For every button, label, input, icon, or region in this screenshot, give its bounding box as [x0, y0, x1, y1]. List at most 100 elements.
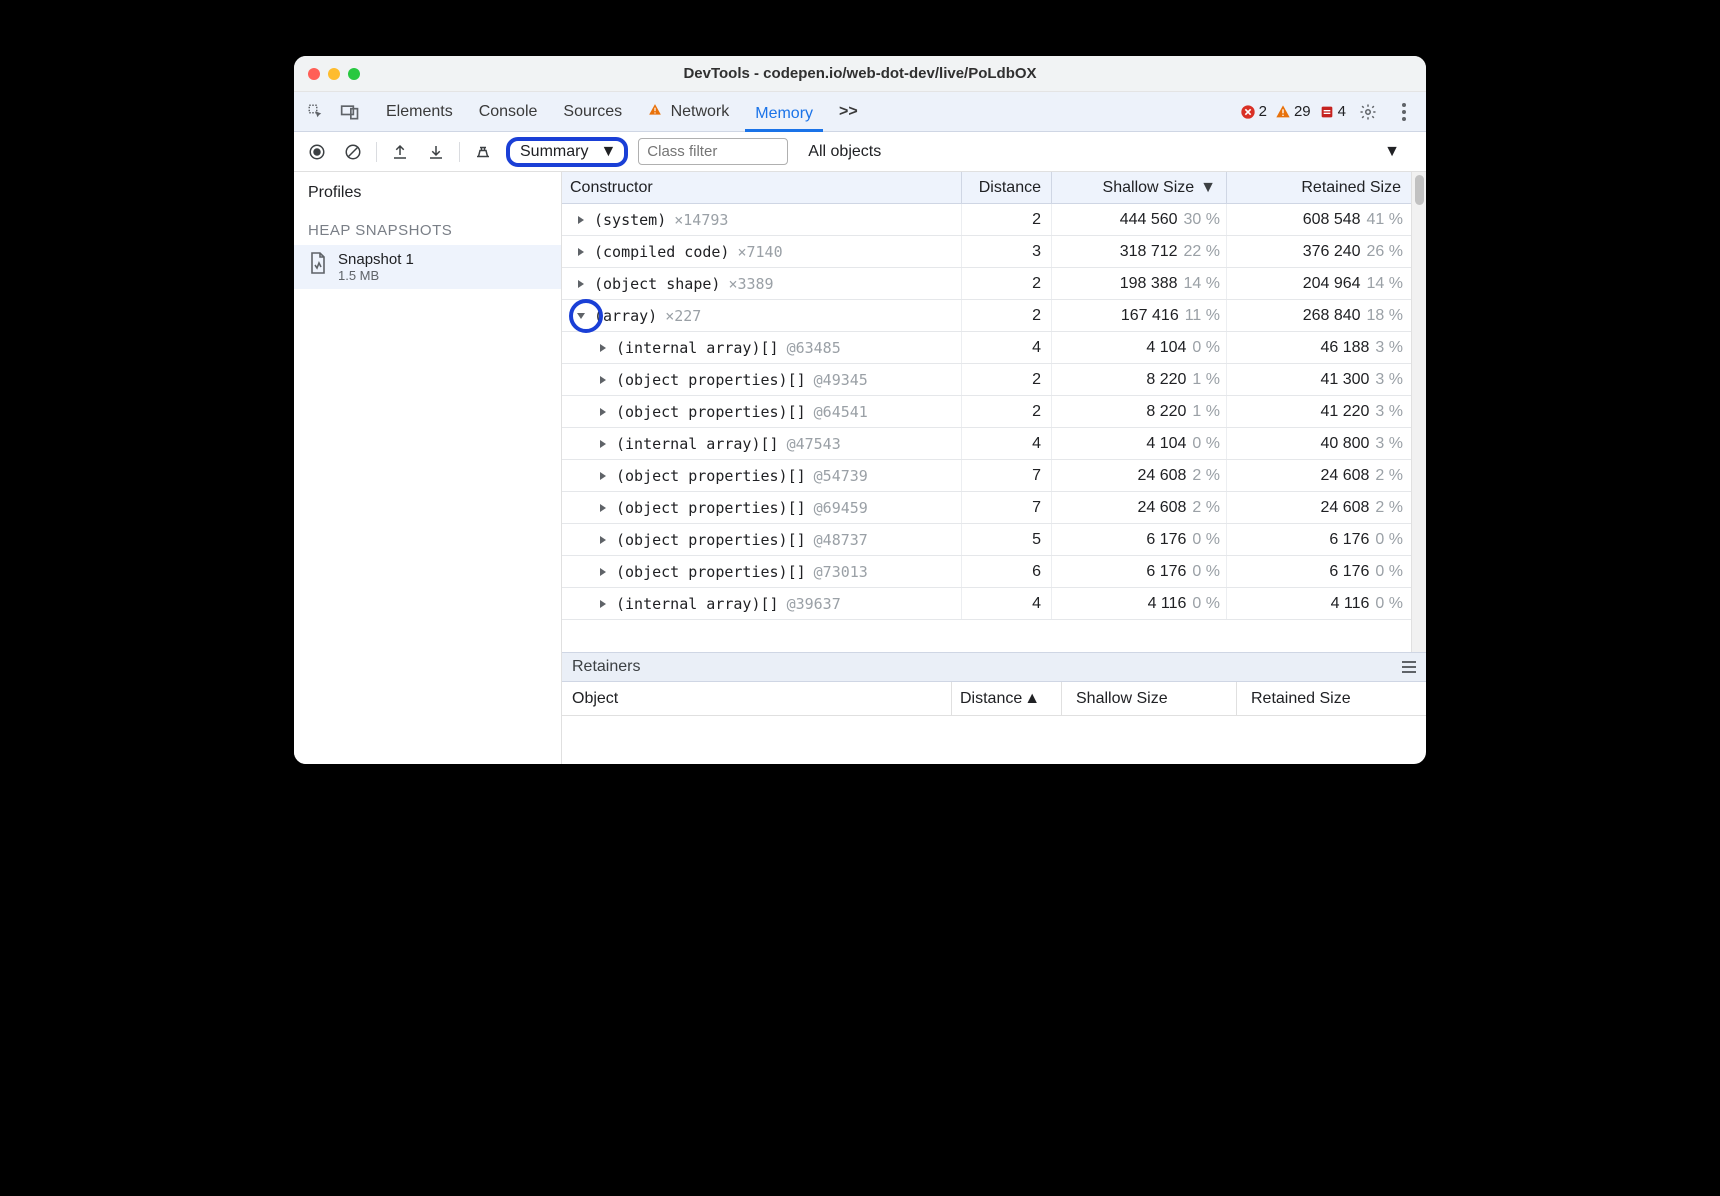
content-area: Profiles HEAP SNAPSHOTS Snapshot 1 1.5 M…	[294, 172, 1426, 764]
col-constructor[interactable]: Constructor	[562, 179, 961, 197]
table-row[interactable]: (internal array)[]@3963744 1160 %4 1160 …	[562, 588, 1411, 620]
disclosure-icon[interactable]	[596, 437, 610, 451]
row-shallow-size: 24 608	[1137, 499, 1186, 517]
clear-button[interactable]	[340, 139, 366, 165]
export-icon[interactable]	[387, 139, 413, 165]
collect-garbage-icon[interactable]	[470, 139, 496, 165]
row-distance: 7	[961, 492, 1051, 523]
row-object-id: @49345	[814, 371, 868, 389]
disclosure-icon[interactable]	[596, 597, 610, 611]
row-shallow-pct: 11 %	[1185, 307, 1220, 325]
disclosure-icon[interactable]	[596, 341, 610, 355]
row-retained-pct: 2 %	[1375, 467, 1403, 485]
table-row[interactable]: (array)×2272167 41611 %268 84018 %	[562, 300, 1411, 332]
issues-indicator[interactable]: 4	[1319, 103, 1346, 120]
tab-network[interactable]: Network	[638, 99, 739, 125]
tab-console[interactable]: Console	[469, 99, 548, 125]
row-retained-pct: 41 %	[1367, 211, 1403, 229]
ret-col-object[interactable]: Object	[562, 690, 951, 708]
disclosure-icon[interactable]	[574, 213, 588, 227]
grid-body[interactable]: (system)×147932444 56030 %608 54841 %(co…	[562, 204, 1411, 652]
disclosure-icon[interactable]	[596, 469, 610, 483]
more-icon[interactable]	[1390, 98, 1418, 126]
row-distance: 4	[961, 428, 1051, 459]
row-retained-pct: 0 %	[1375, 595, 1403, 613]
table-row[interactable]: (object properties)[]@69459724 6082 %24 …	[562, 492, 1411, 524]
retainers-menu-icon[interactable]	[1402, 661, 1416, 673]
col-shallow-size[interactable]: Shallow Size▼	[1051, 172, 1226, 203]
col-distance[interactable]: Distance	[961, 172, 1051, 203]
tab-network-label: Network	[671, 103, 730, 120]
tabs-overflow-button[interactable]: >>	[829, 99, 868, 125]
row-count: ×14793	[674, 211, 728, 229]
row-constructor: (system)	[594, 211, 666, 229]
snapshot-item[interactable]: Snapshot 1 1.5 MB	[294, 245, 561, 289]
table-row[interactable]: (object properties)[]@4934528 2201 %41 3…	[562, 364, 1411, 396]
maximize-window-button[interactable]	[348, 68, 360, 80]
settings-icon[interactable]	[1354, 98, 1382, 126]
table-row[interactable]: (object properties)[]@6454128 2201 %41 2…	[562, 396, 1411, 428]
disclosure-icon[interactable]	[596, 405, 610, 419]
scrollbar[interactable]	[1411, 172, 1426, 652]
row-shallow-pct: 0 %	[1192, 563, 1220, 581]
scroll-thumb[interactable]	[1415, 175, 1424, 205]
disclosure-icon[interactable]	[574, 245, 588, 259]
tab-memory[interactable]: Memory	[745, 101, 823, 132]
row-distance: 5	[961, 524, 1051, 555]
row-shallow-pct: 0 %	[1192, 531, 1220, 549]
row-object-id: @39637	[787, 595, 841, 613]
table-row[interactable]: (object properties)[]@7301366 1760 %6 17…	[562, 556, 1411, 588]
row-shallow-size: 318 712	[1120, 243, 1178, 261]
class-filter-input[interactable]	[638, 138, 788, 165]
disclosure-icon[interactable]	[596, 533, 610, 547]
row-distance: 2	[961, 364, 1051, 395]
sort-desc-icon: ▼	[1200, 179, 1216, 197]
col-retained-size[interactable]: Retained Size	[1226, 172, 1411, 203]
table-row[interactable]: (object shape)×33892198 38814 %204 96414…	[562, 268, 1411, 300]
ret-col-shallow[interactable]: Shallow Size	[1061, 682, 1236, 715]
row-retained-size: 6 176	[1329, 531, 1369, 549]
disclosure-icon[interactable]	[574, 309, 588, 323]
table-row[interactable]: (compiled code)×71403318 71222 %376 2402…	[562, 236, 1411, 268]
device-toolbar-icon[interactable]	[336, 98, 364, 126]
table-row[interactable]: (object properties)[]@4873756 1760 %6 17…	[562, 524, 1411, 556]
row-retained-size: 41 220	[1320, 403, 1369, 421]
import-icon[interactable]	[423, 139, 449, 165]
row-count: ×227	[665, 307, 701, 325]
table-row[interactable]: (system)×147932444 56030 %608 54841 %	[562, 204, 1411, 236]
disclosure-icon[interactable]	[596, 565, 610, 579]
row-shallow-size: 8 220	[1146, 403, 1186, 421]
warnings-indicator[interactable]: 29	[1275, 103, 1311, 120]
disclosure-icon[interactable]	[596, 373, 610, 387]
row-shallow-size: 24 608	[1137, 467, 1186, 485]
divider	[376, 142, 377, 162]
error-icon	[1240, 104, 1256, 120]
view-mode-dropdown[interactable]: Summary ▼	[506, 137, 628, 167]
snapshot-name: Snapshot 1	[338, 251, 414, 268]
table-row[interactable]: (internal array)[]@6348544 1040 %46 1883…	[562, 332, 1411, 364]
object-scope-dropdown[interactable]: All objects ▼	[798, 143, 1416, 161]
row-object-id: @69459	[814, 499, 868, 517]
disclosure-icon[interactable]	[574, 277, 588, 291]
errors-indicator[interactable]: 2	[1240, 103, 1267, 120]
minimize-window-button[interactable]	[328, 68, 340, 80]
ret-col-distance[interactable]: Distance▲	[951, 682, 1061, 715]
retainers-columns: Object Distance▲ Shallow Size Retained S…	[562, 682, 1426, 716]
table-row[interactable]: (object properties)[]@54739724 6082 %24 …	[562, 460, 1411, 492]
row-count: ×7140	[737, 243, 782, 261]
record-button[interactable]	[304, 139, 330, 165]
close-window-button[interactable]	[308, 68, 320, 80]
profiles-header: Profiles	[294, 180, 561, 212]
ret-col-retained[interactable]: Retained Size	[1236, 682, 1426, 715]
row-constructor: (object shape)	[594, 275, 720, 293]
row-shallow-pct: 14 %	[1184, 275, 1220, 293]
disclosure-icon[interactable]	[596, 501, 610, 515]
tab-elements[interactable]: Elements	[376, 99, 463, 125]
grid-header-row: Constructor Distance Shallow Size▼ Retai…	[562, 172, 1411, 204]
row-constructor: (object properties)[]	[616, 403, 806, 421]
tab-sources[interactable]: Sources	[553, 99, 632, 125]
inspect-element-icon[interactable]	[302, 98, 330, 126]
row-shallow-pct: 0 %	[1192, 595, 1220, 613]
table-row[interactable]: (internal array)[]@4754344 1040 %40 8003…	[562, 428, 1411, 460]
row-retained-pct: 3 %	[1375, 435, 1403, 453]
